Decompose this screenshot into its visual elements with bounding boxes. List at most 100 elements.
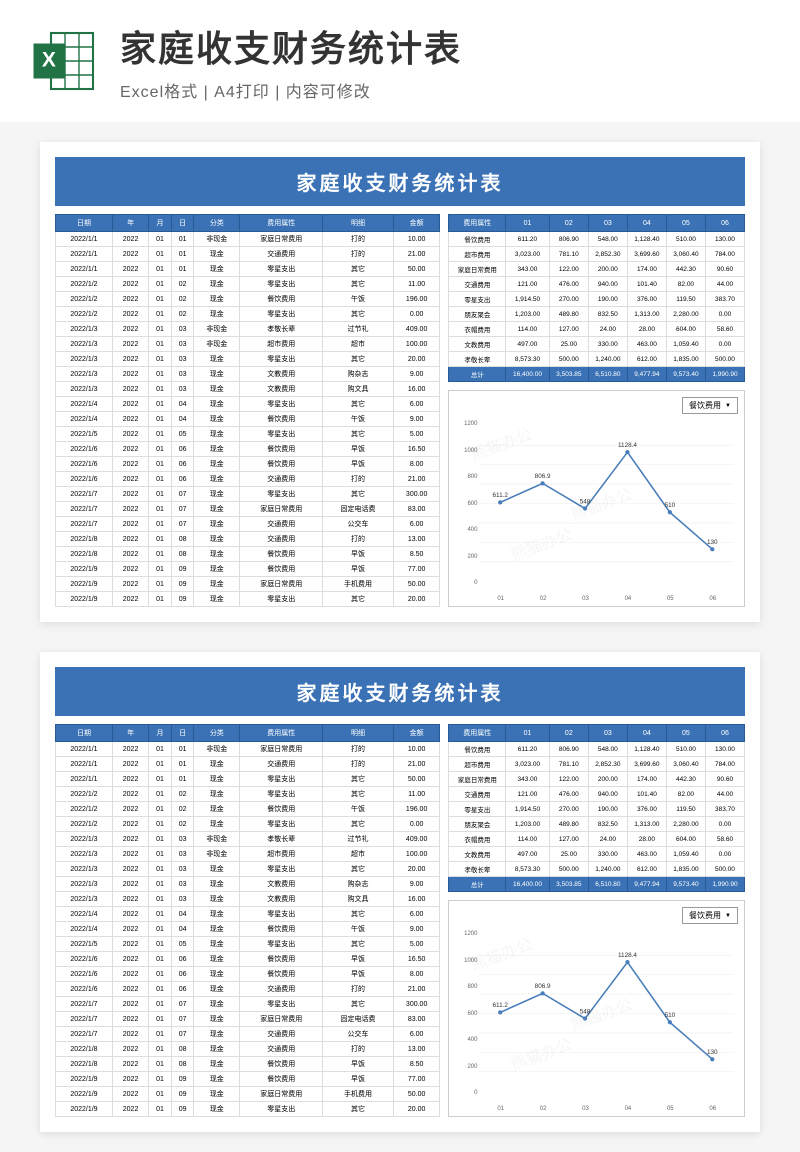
table-row: 2022/1/820220108现金交通费用打的13.00 — [56, 532, 440, 547]
svg-text:1128.4: 1128.4 — [618, 442, 637, 449]
table-row: 2022/1/320220103非现金孝敬长辈过节礼409.00 — [56, 322, 440, 337]
table-row: 2022/1/420220104现金餐饮费用午饭9.00 — [56, 922, 440, 937]
table-row: 2022/1/220220102现金餐饮费用午饭196.00 — [56, 802, 440, 817]
y-axis-labels: 120010008006004002000 — [453, 931, 477, 1096]
table-row: 2022/1/720220107现金交通费用公交车6.00 — [56, 1027, 440, 1042]
svg-text:X: X — [42, 49, 56, 72]
summary-table: 费用属性010203040506餐饮费用611.20806.90548.001,… — [448, 724, 745, 892]
table-row: 2022/1/520220105现金零星支出其它5.00 — [56, 937, 440, 952]
column-header: 04 — [627, 725, 666, 742]
table-row: 家庭日常费用343.00122.00200.00174.00442.3090.6… — [449, 262, 745, 277]
table-row: 朋友聚会1,203.00489.80832.501,313.002,280.00… — [449, 817, 745, 832]
table-row: 2022/1/120220101现金零星支出其它50.00 — [56, 772, 440, 787]
column-header: 日 — [171, 725, 194, 742]
column-header: 明细 — [323, 215, 394, 232]
table-row: 2022/1/620220106现金餐饮费用早饭16.50 — [56, 952, 440, 967]
table-row: 2022/1/120220101非现金家庭日常费用打的10.00 — [56, 232, 440, 247]
column-header: 03 — [588, 215, 627, 232]
table-row: 2022/1/920220109现金家庭日常费用手机费用50.00 — [56, 1087, 440, 1102]
svg-text:806.9: 806.9 — [535, 983, 551, 990]
table-row: 2022/1/620220106现金餐饮费用早饭8.00 — [56, 457, 440, 472]
svg-text:510: 510 — [665, 502, 676, 509]
column-header: 月 — [149, 725, 172, 742]
svg-text:548: 548 — [580, 498, 591, 505]
sheet-title: 家庭收支财务统计表 — [55, 667, 745, 716]
page-1: 家庭收支财务统计表日期年月日分类费用属性明细金额2022/1/120220101… — [40, 142, 760, 622]
table-row: 2022/1/820220108现金餐饮费用早饭8.50 — [56, 547, 440, 562]
table-row: 零星支出1,914.50270.00190.00376.00119.50383.… — [449, 292, 745, 307]
table-row: 2022/1/620220106现金交通费用打的21.00 — [56, 472, 440, 487]
column-header: 日期 — [56, 725, 113, 742]
table-row: 超市费用3,023.00781.102,852.303,699.603,060.… — [449, 757, 745, 772]
column-header: 01 — [506, 215, 550, 232]
table-row: 2022/1/320220103现金文教费用购文具16.00 — [56, 382, 440, 397]
table-row: 2022/1/720220107现金交通费用公交车6.00 — [56, 517, 440, 532]
table-row: 2022/1/320220103现金零星支出其它20.00 — [56, 352, 440, 367]
table-row: 2022/1/720220107现金零星支出其它300.00 — [56, 997, 440, 1012]
svg-text:611.2: 611.2 — [493, 492, 509, 499]
svg-text:611.2: 611.2 — [493, 1002, 509, 1009]
table-row: 2022/1/720220107现金家庭日常费用固定电话费83.00 — [56, 502, 440, 517]
table-row: 2022/1/820220108现金交通费用打的13.00 — [56, 1042, 440, 1057]
table-row: 2022/1/820220108现金餐饮费用早饭8.50 — [56, 1057, 440, 1072]
column-header: 02 — [549, 725, 588, 742]
table-row: 2022/1/220220102现金零星支出其它11.00 — [56, 277, 440, 292]
sheet-title: 家庭收支财务统计表 — [55, 157, 745, 206]
svg-text:548: 548 — [580, 1008, 591, 1015]
table-row: 2022/1/120220101现金零星支出其它50.00 — [56, 262, 440, 277]
page-2: 家庭收支财务统计表日期年月日分类费用属性明细金额2022/1/120220101… — [40, 652, 760, 1132]
table-row: 2022/1/320220103现金零星支出其它20.00 — [56, 862, 440, 877]
table-row: 孝敬长辈8,573.30500.001,240.00612.001,835.00… — [449, 862, 745, 877]
table-row: 零星支出1,914.50270.00190.00376.00119.50383.… — [449, 802, 745, 817]
column-header: 分类 — [194, 725, 240, 742]
total-row: 总计16,400.003,503.856,510.809,477.949,573… — [449, 367, 745, 382]
table-row: 2022/1/220220102现金零星支出其它0.00 — [56, 307, 440, 322]
svg-text:806.9: 806.9 — [535, 473, 551, 480]
table-row: 2022/1/920220109现金餐饮费用早饭77.00 — [56, 1072, 440, 1087]
table-row: 2022/1/220220102现金餐饮费用午饭196.00 — [56, 292, 440, 307]
template-subtitle: Excel格式 | A4打印 | 内容可修改 — [120, 78, 770, 102]
table-row: 2022/1/420220104现金零星支出其它6.00 — [56, 907, 440, 922]
template-title: 家庭收支财务统计表 — [120, 20, 770, 72]
table-row: 孝敬长辈8,573.30500.001,240.00612.001,835.00… — [449, 352, 745, 367]
column-header: 月 — [149, 215, 172, 232]
table-row: 2022/1/620220106现金餐饮费用早饭16.50 — [56, 442, 440, 457]
table-row: 2022/1/620220106现金交通费用打的21.00 — [56, 982, 440, 997]
column-header: 日期 — [56, 215, 113, 232]
table-row: 2022/1/320220103现金文教费用购杂志9.00 — [56, 877, 440, 892]
column-header: 01 — [506, 725, 550, 742]
table-row: 2022/1/120220101现金交通费用打的21.00 — [56, 757, 440, 772]
table-row: 2022/1/420220104现金餐饮费用午饭9.00 — [56, 412, 440, 427]
table-row: 2022/1/320220103现金文教费用购杂志9.00 — [56, 367, 440, 382]
x-axis-labels: 010203040506 — [479, 596, 734, 602]
table-row: 2022/1/920220109现金零星支出其它20.00 — [56, 1102, 440, 1117]
column-header: 06 — [705, 215, 744, 232]
column-header: 02 — [549, 215, 588, 232]
chart-filter-dropdown[interactable]: 餐饮费用 — [682, 907, 738, 924]
line-chart: 餐饮费用120010008006004002000010203040506611… — [448, 390, 745, 607]
column-header: 费用属性 — [449, 725, 506, 742]
main-table: 日期年月日分类费用属性明细金额2022/1/120220101非现金家庭日常费用… — [55, 214, 440, 607]
table-row: 2022/1/320220103非现金超市费用超市100.00 — [56, 337, 440, 352]
svg-text:130: 130 — [707, 539, 718, 546]
svg-text:130: 130 — [707, 1049, 718, 1056]
table-row: 2022/1/320220103非现金孝敬长辈过节礼409.00 — [56, 832, 440, 847]
table-row: 衣帽费用114.00127.0024.0028.00604.0058.60 — [449, 322, 745, 337]
excel-icon: X — [30, 26, 100, 96]
chart-filter-dropdown[interactable]: 餐饮费用 — [682, 397, 738, 414]
table-row: 衣帽费用114.00127.0024.0028.00604.0058.60 — [449, 832, 745, 847]
column-header: 年 — [112, 215, 148, 232]
column-header: 金额 — [393, 725, 440, 742]
column-header: 05 — [666, 215, 705, 232]
table-row: 2022/1/920220109现金家庭日常费用手机费用50.00 — [56, 577, 440, 592]
table-row: 文教费用497.0025.00330.00463.001,059.400.00 — [449, 847, 745, 862]
column-header: 04 — [627, 215, 666, 232]
preview-pages: 家庭收支财务统计表日期年月日分类费用属性明细金额2022/1/120220101… — [0, 122, 800, 1152]
column-header: 金额 — [393, 215, 440, 232]
column-header: 05 — [666, 725, 705, 742]
column-header: 日 — [171, 215, 194, 232]
table-row: 2022/1/620220106现金餐饮费用早饭8.00 — [56, 967, 440, 982]
table-row: 交通费用121.00476.00940.00101.4082.0044.00 — [449, 277, 745, 292]
table-row: 2022/1/220220102现金零星支出其它11.00 — [56, 787, 440, 802]
column-header: 费用属性 — [449, 215, 506, 232]
